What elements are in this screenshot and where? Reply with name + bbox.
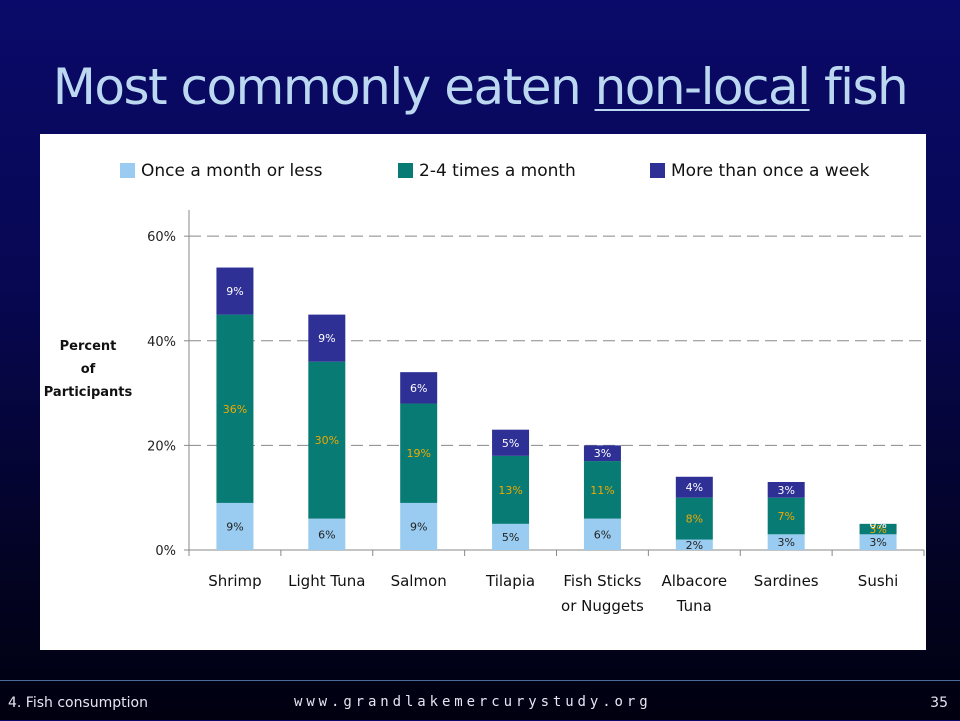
bar-segment: [492, 523, 530, 550]
bar-segment: [675, 539, 713, 550]
x-tick-label: Tilapia: [485, 572, 535, 590]
bar-segment: [492, 455, 530, 524]
bar-segment: [400, 372, 438, 404]
data-label: 3%: [869, 523, 886, 536]
data-label: 5%: [502, 531, 519, 544]
x-tick-label: Tuna: [676, 597, 712, 615]
footer-website-url: www.grandlakemercurystudy.org: [294, 694, 652, 710]
bar-segment: [859, 534, 897, 550]
x-tick-label: Albacore: [661, 572, 727, 590]
bar-segment: [583, 445, 621, 462]
data-label: 6%: [318, 528, 335, 541]
stacked-bar-chart: 0% 20% 40% 60% Percent of Participants 9% 36% 9% S…: [44, 161, 925, 615]
y-tick-label: 60%: [147, 230, 176, 245]
data-label: 9%: [410, 520, 427, 533]
data-label: 3%: [869, 536, 886, 549]
bar-segment: [308, 314, 346, 362]
bar-segment: [675, 476, 713, 498]
bar-segment: [216, 314, 254, 503]
x-tick-label: Fish Sticks: [563, 572, 641, 590]
bar-segment: [308, 361, 346, 519]
bar-segment: [859, 523, 897, 535]
footer-page-number: 35: [930, 695, 948, 711]
x-tick-label: Shrimp: [208, 572, 262, 590]
x-tick-label: Sushi: [858, 572, 899, 590]
bar-segment: [308, 518, 346, 550]
bar-segment: [400, 403, 438, 503]
data-label: 11%: [590, 484, 614, 497]
legend-label: 2-4 times a month: [419, 161, 576, 181]
chart-panel: 0% 20% 40% 60% Percent of Participants 9% 36% 9% S…: [40, 134, 926, 650]
legend-swatch: [398, 163, 413, 178]
y-axis-label: Participants: [44, 385, 133, 400]
legend-label: More than once a week: [671, 161, 870, 181]
data-label: 30%: [315, 434, 339, 447]
data-label: 5%: [502, 437, 519, 450]
title-text-after: fish: [809, 58, 909, 116]
data-label: 6%: [594, 528, 611, 541]
data-label: 3%: [777, 536, 794, 549]
title-text-before: Most commonly eaten: [52, 58, 595, 116]
bar-segment: [767, 497, 805, 535]
data-label: 0%: [869, 518, 886, 531]
x-tick-label: Light Tuna: [288, 572, 365, 590]
y-tick-label: 40%: [147, 335, 176, 350]
data-label: 13%: [498, 484, 522, 497]
x-tick-label: Salmon: [391, 572, 447, 590]
y-axis-label: of: [81, 362, 96, 377]
y-tick-label: 0%: [155, 544, 176, 559]
footer: 4. Fish consumption www.grandlakemercury…: [0, 680, 960, 721]
footer-section-label: 4. Fish consumption: [8, 695, 148, 711]
x-tick-label: or Nuggets: [561, 597, 644, 615]
bar-segment: [400, 502, 438, 550]
bar-segment: [583, 461, 621, 519]
data-label: 9%: [226, 520, 243, 533]
legend-label: Once a month or less: [141, 161, 323, 181]
data-label: 8%: [686, 513, 703, 526]
legend-swatch: [120, 163, 135, 178]
slide-title: Most commonly eaten non-local fish: [0, 58, 960, 116]
bar-segment: [767, 534, 805, 550]
bar-segment: [583, 518, 621, 550]
data-label: 3%: [777, 484, 794, 497]
data-label: 2%: [686, 539, 703, 552]
bar-segment: [675, 497, 713, 540]
data-label: 4%: [686, 481, 703, 494]
data-label: 9%: [318, 332, 335, 345]
legend-swatch: [650, 163, 665, 178]
bar-segment: [216, 267, 254, 315]
bar-segment: [492, 429, 530, 456]
title-underlined-text: non-local: [594, 58, 812, 116]
data-label: 9%: [226, 285, 243, 298]
data-label: 7%: [777, 510, 794, 523]
y-tick-label: 20%: [147, 439, 176, 454]
data-label: 3%: [594, 447, 611, 460]
bar-segment: [767, 482, 805, 498]
data-label: 36%: [223, 403, 247, 416]
y-axis-label: Percent: [60, 339, 117, 354]
data-label: 6%: [410, 382, 427, 395]
bar-segment: [216, 502, 254, 550]
x-tick-label: Sardines: [754, 572, 819, 590]
data-label: 19%: [406, 447, 430, 460]
